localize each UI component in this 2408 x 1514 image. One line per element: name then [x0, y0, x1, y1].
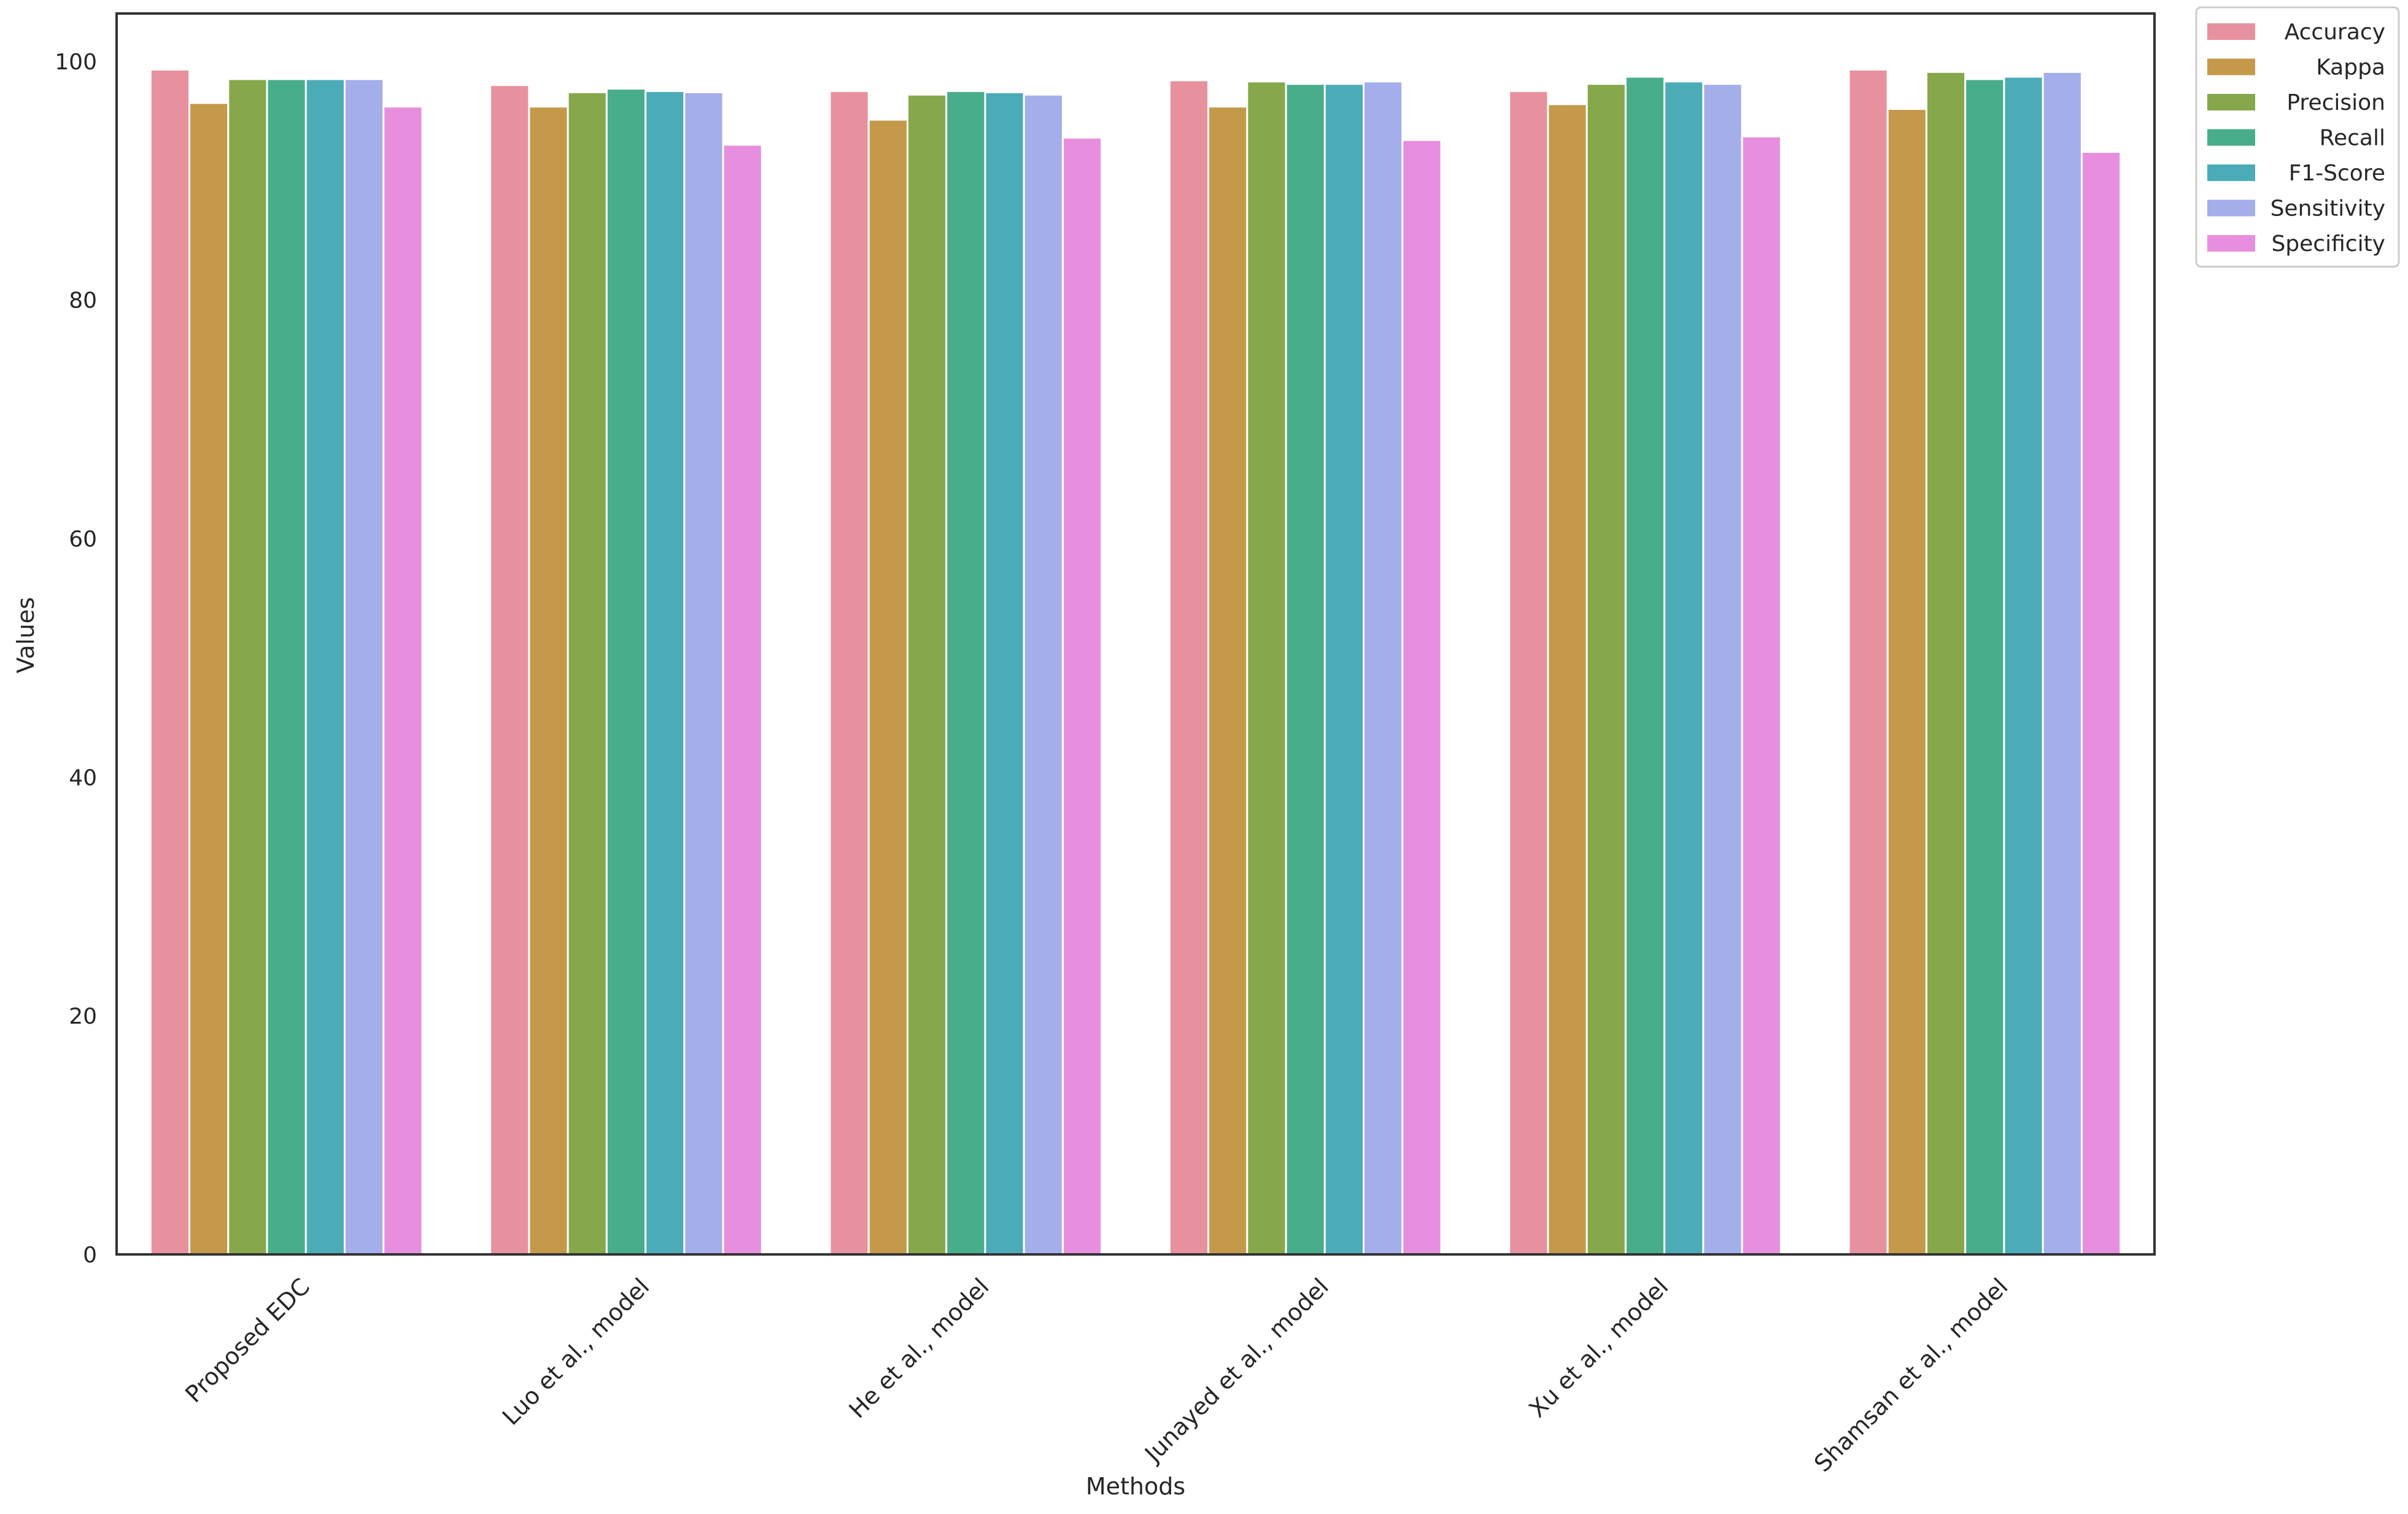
x-tick-label: Proposed EDC [180, 1273, 315, 1408]
bar-sensitivity-shamsan-et-al-model [2042, 71, 2083, 1256]
legend-swatch-recall [2207, 129, 2255, 146]
bar-precision-junayed-et-al-model [1246, 80, 1287, 1256]
bar-accuracy-shamsan-et-al-model [1848, 68, 1889, 1256]
bar-f1-score-he-et-al-model [984, 91, 1025, 1256]
y-axis: 0 20 40 60 80 100 [55, 50, 97, 1268]
bar-recall-junayed-et-al-model [1285, 83, 1326, 1256]
bar-sensitivity-proposed-edc [344, 78, 385, 1256]
legend: Accuracy Kappa Precision Recall F1-Score Sens… [2195, 6, 2400, 268]
x-tick-label: Xu et al., model [1523, 1273, 1673, 1423]
x-tick-label: Shamsan et al., model [1809, 1273, 2013, 1477]
bar-recall-he-et-al-model [945, 90, 986, 1256]
bar-kappa-he-et-al-model [867, 118, 908, 1256]
bar-kappa-shamsan-et-al-model [1886, 108, 1927, 1256]
bar-recall-xu-et-al-model [1624, 75, 1666, 1256]
bar-accuracy-xu-et-al-model [1508, 90, 1549, 1256]
x-tick-label: He et al., model [843, 1273, 994, 1423]
legend-swatch-sensitivity [2207, 199, 2255, 217]
legend-swatch-kappa [2207, 58, 2255, 75]
bar-specificity-shamsan-et-al-model [2080, 151, 2122, 1256]
bar-precision-xu-et-al-model [1585, 83, 1627, 1256]
legend-label-f1-score: F1-Score [2289, 161, 2385, 186]
bar-sensitivity-junayed-et-al-model [1363, 80, 1404, 1256]
bar-f1-score-luo-et-al-model [645, 90, 686, 1256]
bar-specificity-proposed-edc [382, 106, 424, 1256]
bar-sensitivity-he-et-al-model [1023, 93, 1064, 1256]
x-axis-title: Methods [1086, 1473, 1185, 1500]
bar-precision-luo-et-al-model [567, 91, 608, 1256]
legend-label-recall: Recall [2320, 126, 2385, 151]
bar-accuracy-he-et-al-model [829, 90, 870, 1256]
legend-label-kappa: Kappa [2316, 55, 2385, 80]
bar-specificity-he-et-al-model [1061, 136, 1103, 1256]
legend-label-sensitivity: Sensitivity [2271, 196, 2385, 222]
legend-label-specificity: Specificity [2271, 231, 2385, 257]
y-tick-label: 60 [69, 527, 97, 552]
bar-specificity-xu-et-al-model [1741, 135, 1782, 1256]
bars-layer [149, 68, 2122, 1256]
bar-sensitivity-xu-et-al-model [1702, 83, 1743, 1256]
x-axis: Proposed EDC Luo et al., model He et al., … [180, 1273, 2013, 1477]
y-tick-label: 40 [69, 765, 97, 790]
bar-accuracy-junayed-et-al-model [1168, 79, 1210, 1256]
bar-recall-proposed-edc [266, 78, 307, 1256]
x-tick-label: Junayed et al., model [1139, 1273, 1334, 1468]
x-tick-label: Luo et al., model [497, 1273, 654, 1430]
legend-swatch-precision [2207, 94, 2255, 110]
bar-kappa-junayed-et-al-model [1207, 106, 1249, 1256]
bar-accuracy-luo-et-al-model [489, 84, 530, 1256]
y-axis-title: Values [12, 597, 39, 673]
bar-f1-score-shamsan-et-al-model [2003, 75, 2044, 1256]
bar-f1-score-proposed-edc [304, 78, 346, 1256]
bar-specificity-luo-et-al-model [722, 144, 763, 1256]
legend-label-accuracy: Accuracy [2285, 20, 2385, 45]
bar-precision-shamsan-et-al-model [1925, 71, 1967, 1256]
bar-f1-score-xu-et-al-model [1663, 80, 1705, 1256]
y-tick-label: 0 [83, 1243, 97, 1268]
legend-swatch-accuracy [2207, 23, 2255, 40]
legend-swatch-f1-score [2207, 164, 2255, 181]
plot-frame [115, 12, 2156, 1256]
bar-kappa-proposed-edc [188, 102, 230, 1256]
bar-precision-he-et-al-model [906, 93, 948, 1256]
legend-label-precision: Precision [2286, 90, 2385, 115]
legend-swatch-specificity [2207, 235, 2255, 252]
bar-sensitivity-luo-et-al-model [683, 91, 724, 1256]
bar-specificity-junayed-et-al-model [1401, 139, 1442, 1256]
bar-recall-shamsan-et-al-model [1964, 78, 2005, 1256]
y-tick-label: 20 [69, 1004, 97, 1029]
bar-accuracy-proposed-edc [149, 68, 191, 1256]
bar-kappa-luo-et-al-model [528, 106, 569, 1256]
bar-kappa-xu-et-al-model [1547, 103, 1588, 1256]
y-tick-label: 100 [55, 50, 97, 75]
bar-recall-luo-et-al-model [605, 87, 647, 1256]
bar-precision-proposed-edc [227, 78, 268, 1256]
bar-f1-score-junayed-et-al-model [1323, 83, 1365, 1256]
y-tick-label: 80 [69, 288, 97, 314]
